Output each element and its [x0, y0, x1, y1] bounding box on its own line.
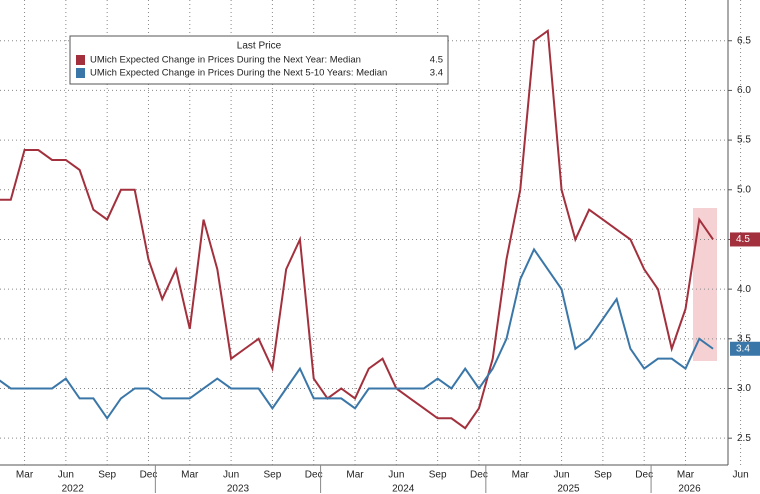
x-tick-label: Sep — [429, 470, 447, 481]
last-value-label: 4.5 — [736, 234, 750, 245]
legend-label: UMich Expected Change in Prices During t… — [90, 55, 361, 66]
x-tick-label: Jun — [223, 470, 239, 481]
x-tick-label: Jun — [733, 470, 749, 481]
year-label: 2026 — [678, 484, 701, 494]
year-label: 2025 — [557, 484, 580, 494]
legend: Last Price UMich Expected Change in Pric… — [69, 35, 449, 85]
x-tick-label: Dec — [635, 470, 653, 481]
line-series — [0, 247, 714, 421]
year-label: 2022 — [62, 484, 85, 494]
x-tick-label: Sep — [264, 470, 282, 481]
x-tick-label: Jun — [388, 470, 404, 481]
legend-swatch — [76, 68, 85, 78]
line-series — [0, 28, 714, 430]
x-tick-label: Sep — [594, 470, 612, 481]
y-tick-label: 5.5 — [737, 135, 751, 146]
x-tick-label: Mar — [346, 470, 364, 481]
y-tick-label: 4.0 — [737, 284, 751, 295]
x-tick-label: Mar — [512, 470, 530, 481]
last-value-label: 3.4 — [736, 343, 750, 354]
legend-swatch — [76, 55, 85, 65]
x-tick-label: Jun — [58, 470, 74, 481]
y-tick-label: 6.0 — [737, 85, 751, 96]
x-tick-label: Jun — [554, 470, 570, 481]
legend-value: 4.5 — [430, 55, 443, 66]
year-label: 2023 — [227, 484, 250, 494]
legend-value: 3.4 — [430, 68, 443, 79]
x-tick-label: Dec — [305, 470, 323, 481]
x-tick-label: Dec — [140, 470, 158, 481]
legend-box — [69, 35, 449, 85]
last-value-tag — [730, 232, 760, 247]
y-tick-label: 5.0 — [737, 184, 751, 195]
y-tick-label: 6.5 — [737, 35, 751, 46]
x-tick-label: Mar — [677, 470, 695, 481]
y-tick-label: 2.5 — [737, 433, 751, 444]
x-tick-label: Mar — [16, 470, 34, 481]
x-tick-label: Dec — [470, 470, 488, 481]
y-tick-label: 3.0 — [737, 383, 751, 394]
legend-label: UMich Expected Change in Prices During t… — [90, 68, 387, 79]
x-tick-label: Mar — [181, 470, 199, 481]
last-value-tag — [730, 341, 760, 356]
x-tick-label: Sep — [98, 470, 116, 481]
y-tick-label: 3.5 — [737, 333, 751, 344]
year-label: 2024 — [392, 484, 415, 494]
legend-title: Last Price — [237, 41, 282, 52]
